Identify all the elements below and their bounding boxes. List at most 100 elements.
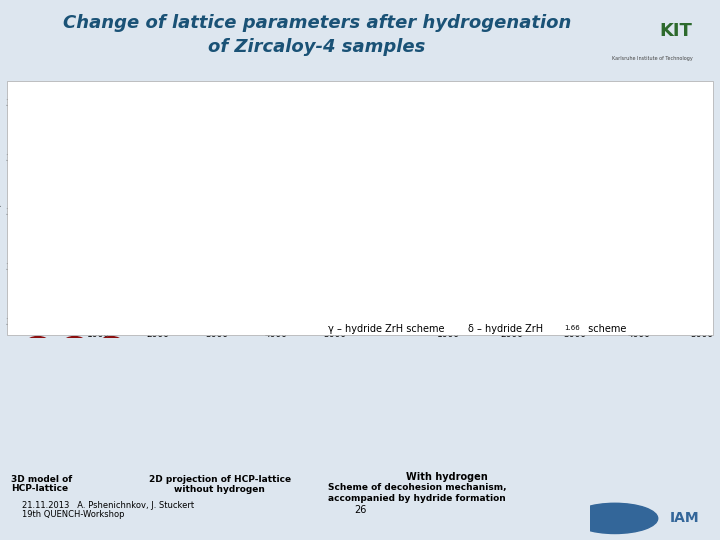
Text: Zr: Zr (219, 394, 231, 404)
Text: With hydrogen: With hydrogen (405, 471, 487, 482)
Circle shape (48, 414, 89, 463)
Text: KIT: KIT (660, 22, 693, 39)
Circle shape (18, 421, 33, 438)
Point (493, 274, 505, 283)
Text: Zr: Zr (466, 443, 477, 453)
Circle shape (30, 395, 45, 413)
Text: Zr: Zr (514, 443, 526, 453)
Circle shape (11, 414, 53, 463)
Text: Zr: Zr (417, 443, 429, 453)
Text: Zr: Zr (514, 397, 526, 407)
Text: Zr: Zr (182, 431, 194, 441)
Point (456, 283, 467, 292)
Point (102, 268, 113, 276)
Point (649, 185, 660, 193)
Text: 21.11.2013   A. Pshenichnkov, J. Stuckert: 21.11.2013 A. Pshenichnkov, J. Stuckert (22, 501, 194, 510)
Point (382, 283, 394, 292)
Circle shape (84, 414, 126, 463)
Text: Zr: Zr (369, 397, 380, 407)
Text: Zr: Zr (611, 397, 623, 407)
Text: Zr: Zr (256, 394, 268, 404)
Text: Zr: Zr (417, 397, 429, 407)
Point (474, 272, 486, 281)
Text: Zr: Zr (562, 443, 575, 453)
Text: without hydrogen: without hydrogen (174, 485, 265, 495)
Point (158, 253, 169, 261)
Circle shape (61, 344, 76, 361)
Circle shape (78, 363, 120, 413)
Text: 1.66: 1.66 (564, 326, 580, 332)
Text: 2D projection of HCP-lattice: 2D projection of HCP-lattice (148, 475, 291, 484)
Circle shape (60, 388, 102, 437)
Point (525, 294, 536, 302)
Point (238, 253, 249, 261)
Circle shape (91, 421, 107, 438)
Text: H⁻: H⁻ (467, 422, 477, 430)
Point (678, 168, 689, 177)
Circle shape (98, 344, 112, 361)
Text: 19th QUENCH-Workshop: 19th QUENCH-Workshop (22, 510, 124, 519)
Circle shape (54, 336, 95, 386)
Point (685, 165, 697, 174)
Point (620, 190, 631, 199)
Text: H⁻: H⁻ (515, 422, 525, 430)
Point (481, 278, 492, 286)
Text: HCP-lattice: HCP-lattice (11, 484, 68, 494)
Text: Zr: Zr (562, 397, 575, 407)
Circle shape (24, 344, 39, 361)
Text: Zr: Zr (145, 394, 158, 404)
Text: γ – hydride ZrH scheme: γ – hydride ZrH scheme (328, 324, 444, 334)
Point (595, 195, 606, 204)
Title: Parameter "a": Parameter "a" (140, 83, 234, 96)
Circle shape (42, 363, 83, 413)
Text: Zr: Zr (466, 397, 477, 407)
Point (37, 287, 48, 296)
Circle shape (104, 395, 119, 413)
Circle shape (96, 388, 138, 437)
Point (273, 280, 284, 288)
Text: Zr: Zr (611, 443, 623, 453)
Text: δ – hydride ZrH: δ – hydride ZrH (468, 324, 543, 334)
Circle shape (86, 370, 100, 388)
Text: of Zircaloy-4 samples: of Zircaloy-4 samples (208, 38, 426, 56)
Point (311, 264, 323, 272)
Point (84, 267, 96, 275)
Title: Parameter "c": Parameter "c" (497, 83, 590, 96)
Point (166, 245, 178, 253)
Circle shape (5, 363, 46, 413)
Text: Level of α-Zr: Level of α-Zr (550, 293, 603, 301)
Text: c: c (338, 422, 345, 432)
Circle shape (91, 336, 132, 386)
Point (318, 267, 330, 275)
Point (244, 251, 256, 259)
X-axis label: wppm hydrogen: wppm hydrogen (143, 345, 232, 355)
Text: Zr: Zr (182, 394, 194, 404)
Y-axis label: Å: Å (338, 199, 346, 209)
Text: 26: 26 (354, 505, 366, 515)
Circle shape (55, 421, 70, 438)
Circle shape (23, 388, 65, 437)
Text: c: c (16, 397, 23, 407)
Text: Change of lattice parameters after hydrogenation: Change of lattice parameters after hydro… (63, 14, 571, 31)
Text: Karlsruhe Institute of Technology: Karlsruhe Institute of Technology (611, 56, 693, 60)
Text: accompanied by hydride formation: accompanied by hydride formation (328, 494, 505, 503)
Point (134, 278, 145, 286)
Point (173, 285, 184, 294)
Text: scheme: scheme (585, 324, 626, 334)
Circle shape (17, 336, 58, 386)
Text: a: a (166, 349, 174, 359)
Point (468, 271, 480, 280)
Point (535, 288, 546, 297)
Point (240, 253, 252, 261)
Text: a: a (58, 451, 66, 461)
Text: Scheme of decohesion mechanism,: Scheme of decohesion mechanism, (328, 483, 506, 492)
X-axis label: wppm hydrogen: wppm hydrogen (499, 345, 588, 355)
Text: Level of α-Zr: Level of α-Zr (48, 240, 101, 249)
Circle shape (12, 370, 27, 388)
Text: Zr: Zr (369, 443, 380, 453)
Circle shape (49, 370, 63, 388)
Point (411, 288, 423, 297)
Text: Zr: Zr (256, 431, 268, 441)
Text: H⁻: H⁻ (563, 422, 574, 430)
Text: Zr: Zr (145, 431, 158, 441)
